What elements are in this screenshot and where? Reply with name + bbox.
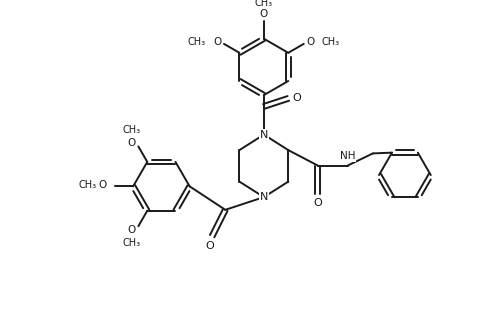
Text: O: O	[98, 180, 107, 190]
Text: CH₃: CH₃	[255, 0, 273, 8]
Text: CH₃: CH₃	[322, 37, 340, 47]
Text: O: O	[213, 37, 221, 47]
Text: NH: NH	[340, 151, 355, 161]
Text: O: O	[260, 9, 268, 19]
Text: O: O	[292, 93, 301, 103]
Text: O: O	[127, 225, 136, 235]
Text: CH₃: CH₃	[123, 238, 141, 248]
Text: N: N	[260, 192, 268, 202]
Text: O: O	[306, 37, 314, 47]
Text: O: O	[206, 241, 214, 250]
Text: CH₃: CH₃	[123, 125, 141, 135]
Text: CH₃: CH₃	[78, 180, 96, 190]
Text: O: O	[313, 198, 322, 208]
Text: N: N	[260, 130, 268, 140]
Text: CH₃: CH₃	[188, 37, 206, 47]
Text: O: O	[127, 138, 136, 148]
